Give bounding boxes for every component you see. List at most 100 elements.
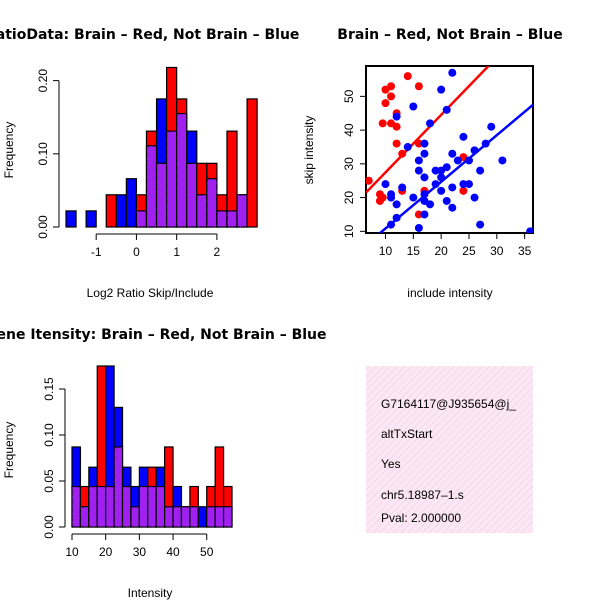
scatter-point-red — [459, 186, 468, 195]
intensity-chart-title: Gene Itensity: Brain – Red, Not Brain – … — [0, 327, 327, 343]
scatter-point-red — [378, 193, 387, 202]
scatter-point-red — [387, 82, 396, 91]
intensity-bar-overlap-hatch — [147, 486, 157, 527]
scatter-x-tick-label: 35 — [518, 244, 532, 258]
ratio-y-axis-label: Frequency — [2, 122, 16, 179]
ratio-bar-blue — [65, 210, 77, 228]
scatter-point-blue — [453, 156, 462, 165]
intensity-x-axis-label: Intensity — [128, 586, 173, 600]
scatter-y-tick-label: 20 — [342, 191, 356, 205]
intensity-bar-overlap-hatch — [105, 486, 115, 527]
ratio-bar-overlap-hatch — [136, 210, 147, 227]
scatter-point-red — [392, 122, 401, 131]
intensity-x-tick-label: 20 — [99, 545, 113, 559]
ratio-bar-overlap-hatch — [146, 145, 157, 227]
scatter-axes: 10 15 20 25 30 35 10 20 30 40 50 — [342, 89, 532, 258]
intensity-y-tick-label: 0.10 — [42, 423, 56, 447]
ratio-x-tick-label: 2 — [214, 245, 221, 259]
scatter-point-blue — [414, 223, 423, 232]
scatter-point-blue — [526, 227, 533, 233]
info-panel: G7164117@J935654@j_ altTxStart Yes chr5.… — [366, 366, 533, 533]
intensity-bar-overlap-hatch — [223, 506, 232, 527]
intensity-bar-overlap-hatch — [72, 486, 81, 527]
ratio-bar-overlap-hatch — [216, 210, 227, 227]
scatter-point-blue — [437, 186, 446, 195]
ratio-bar-overlap-hatch — [196, 194, 207, 227]
scatter-point-red — [414, 82, 423, 91]
flag-text: Yes — [381, 457, 401, 471]
scatter-point-red — [378, 119, 387, 128]
scatter-plot-frame — [365, 65, 534, 234]
scatter-x-tick-label: 15 — [407, 244, 421, 258]
scatter-y-tick-label: 40 — [342, 123, 356, 137]
intensity-bar-overlap-hatch — [80, 506, 89, 527]
scatter-point-blue — [426, 200, 435, 209]
scatter-point-blue — [381, 180, 390, 189]
scatter-point-blue — [392, 200, 401, 209]
ratio-bar-red — [246, 98, 258, 228]
intensity-histogram-panel: Gene Itensity: Brain – Red, Not Brain – … — [0, 327, 327, 600]
ratio-chart-title: RatioData: Brain – Red, Not Brain – Blue — [0, 27, 299, 43]
scatter-point-red — [392, 139, 401, 148]
scatter-point-blue — [414, 156, 423, 165]
scatter-point-red — [403, 72, 412, 81]
intensity-bar-overlap-hatch — [130, 506, 140, 527]
intensity-y-axis-label: Frequency — [2, 422, 16, 479]
scatter-x-tick-label: 10 — [379, 244, 393, 258]
intensity-bar-overlap-hatch — [156, 486, 165, 527]
ratio-bar-overlap-hatch — [226, 210, 238, 227]
scatter-point-blue — [459, 132, 468, 141]
info-box-background — [366, 366, 533, 533]
ratio-bar-blue — [125, 178, 138, 228]
intensity-y-tick-label: 0.05 — [42, 469, 56, 493]
scatter-chart-title: Brain – Red, Not Brain – Blue — [337, 27, 562, 43]
scatter-point-blue — [476, 166, 485, 175]
scatter-point-blue — [487, 122, 496, 131]
intensity-bar-overlap-hatch — [114, 446, 123, 527]
pval-text: Pval: 2.000000 — [381, 511, 461, 525]
scatter-y-tick-label: 30 — [342, 157, 356, 171]
ratio-axes: -1 0 1 2 0.00 0.10 0.20 — [36, 69, 221, 259]
ratio-bar-overlap-hatch — [156, 163, 167, 227]
intensity-x-tick-label: 50 — [200, 545, 214, 559]
scatter-y-tick-label: 10 — [342, 224, 356, 238]
scatter-point-blue — [448, 149, 457, 158]
scatter-point-blue — [409, 102, 418, 111]
scatter-x-tick-label: 30 — [490, 244, 504, 258]
scatter-point-blue — [431, 166, 440, 175]
scatter-point-blue — [409, 193, 418, 202]
scatter-point-blue — [498, 156, 507, 165]
scatter-point-blue — [464, 180, 473, 189]
ratio-bar-blue — [115, 194, 127, 228]
scatter-point-blue — [403, 142, 412, 151]
scatter-point-blue — [420, 210, 429, 219]
ratio-y-tick-label: 0.20 — [36, 69, 50, 93]
intensity-bar-overlap-hatch — [88, 486, 98, 527]
ratio-bar-red — [105, 194, 117, 228]
scatter-point-red — [381, 99, 390, 108]
scatter-clip-group — [366, 66, 533, 233]
ratio-x-tick-label: 0 — [133, 245, 140, 259]
intensity-bar-overlap-hatch — [97, 486, 106, 527]
scatter-x-tick-label: 20 — [434, 244, 448, 258]
ratio-y-tick-label: 0.00 — [36, 215, 50, 239]
scatter-point-blue — [442, 105, 451, 114]
scatter-point-blue — [398, 183, 407, 192]
scatter-fit-line-blue — [378, 103, 533, 233]
scatter-x-axis-label: include intensity — [407, 286, 492, 300]
intensity-bar-overlap-hatch — [164, 506, 174, 527]
scatter-y-tick-label: 50 — [342, 89, 356, 103]
scatter-point-blue — [442, 163, 451, 172]
intensity-bar-overlap-hatch — [122, 486, 131, 527]
scatter-point-blue — [420, 173, 429, 182]
intensity-bar-overlap-hatch — [215, 506, 224, 527]
scatter-marks — [366, 66, 533, 233]
intensity-bar-overlap-hatch — [139, 486, 148, 527]
intensity-bar-overlap-hatch — [206, 506, 216, 527]
scatter-point-blue — [476, 220, 485, 229]
scatter-point-blue — [464, 156, 473, 165]
intensity-bar-overlap-hatch — [189, 506, 199, 527]
scatter-point-blue — [420, 149, 429, 158]
intensity-axes: 10 20 30 40 50 0.00 0.05 0.10 0.15 — [42, 377, 214, 559]
ratio-bar-blue — [85, 210, 97, 228]
